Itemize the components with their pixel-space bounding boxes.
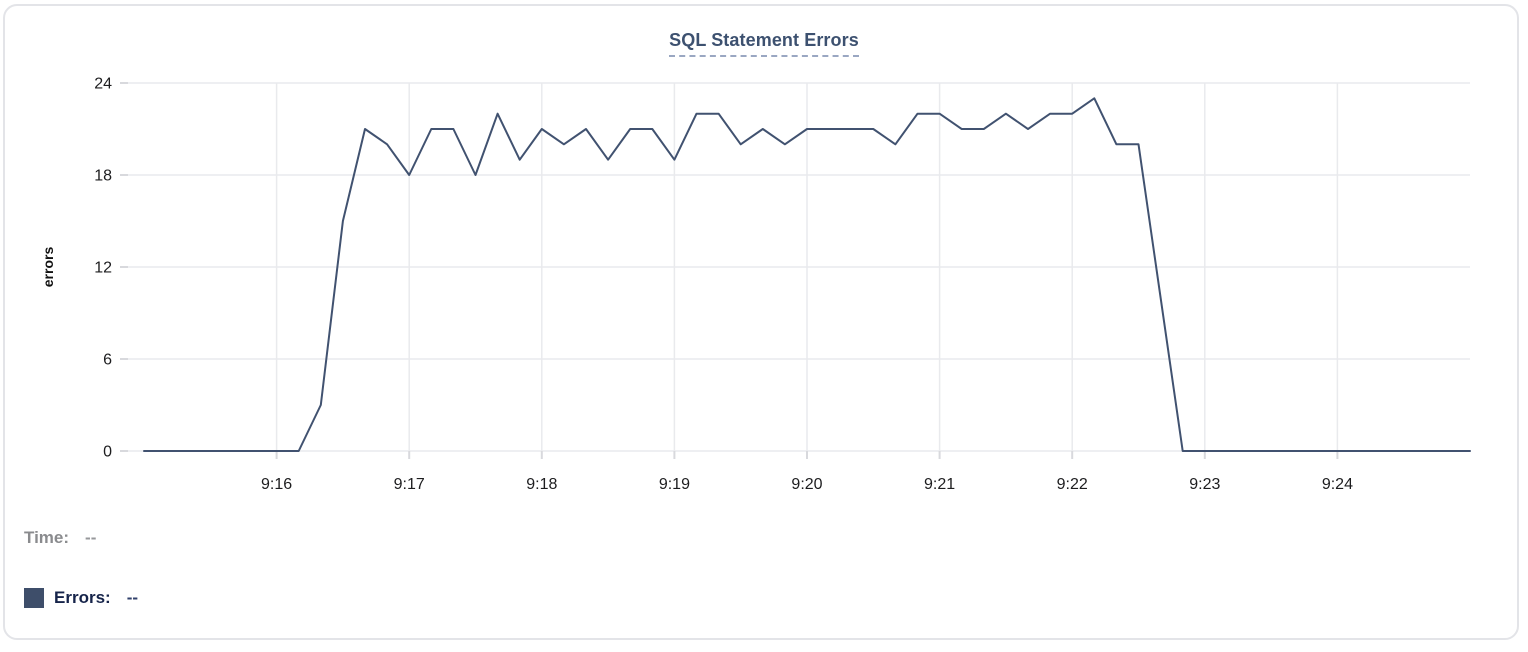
x-tick-label: 9:23 [1189,476,1220,493]
x-tick-label: 9:16 [261,476,292,493]
tooltip-time-label: Time: [24,528,70,547]
y-axis-label: errors [40,246,56,288]
y-tick-label: 6 [103,352,112,369]
x-tick-label: 9:19 [659,476,690,493]
x-tick-label: 9:20 [791,476,822,493]
x-tick-label: 9:21 [924,476,955,493]
x-tick-label: 9:24 [1322,476,1353,493]
chart-title[interactable]: SQL Statement Errors [669,30,859,57]
tooltip-time-row: Time: -- [24,528,96,548]
errors-line-chart[interactable]: 0 6 12 18 24 9:16 9:17 9:18 9:19 9:20 9:21 9:22 9:23… [0,0,1528,510]
x-tick-label: 9:17 [394,476,425,493]
y-tick-label: 12 [94,260,112,277]
x-tick-label: 9:18 [526,476,557,493]
tooltip-errors-row: Errors: -- [24,588,138,608]
errors-series-swatch-icon [24,588,44,608]
tooltip-time-value: -- [85,528,97,547]
y-tick-label: 18 [94,168,112,185]
tooltip-errors-label: Errors: [54,588,111,607]
chart-header: SQL Statement Errors [0,30,1528,57]
chart-card [3,4,1519,640]
x-tick-label: 9:22 [1057,476,1088,493]
errors-series-line[interactable] [143,97,1471,452]
tooltip-errors-value: -- [126,588,139,607]
y-tick-label: 0 [103,444,112,461]
y-tick-label: 24 [94,76,112,93]
